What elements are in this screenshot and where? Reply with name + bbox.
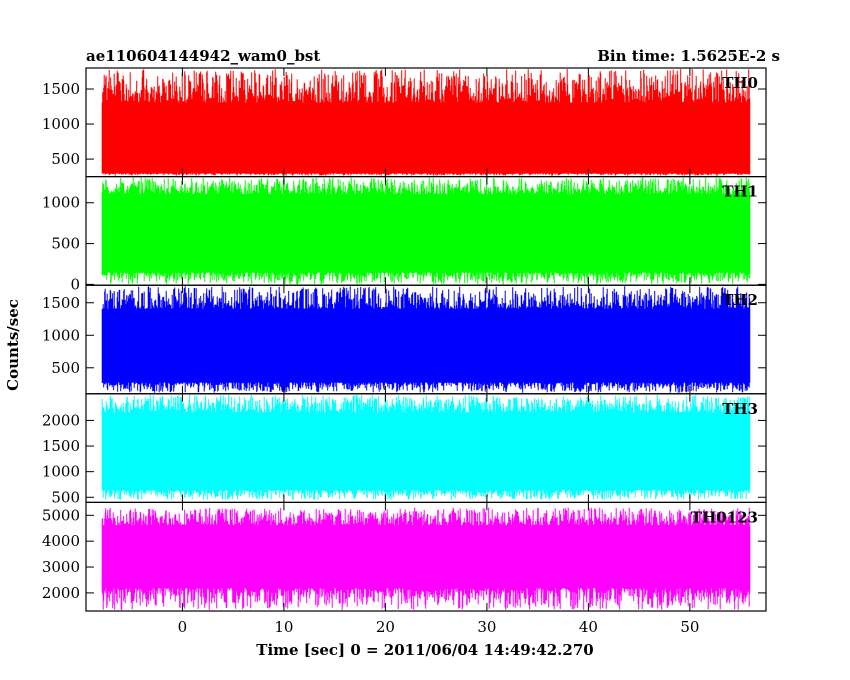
y-tick-label: 500 [51,359,80,377]
y-tick-label: 1000 [42,326,80,344]
panel-label-th2: TH2 [722,291,758,309]
y-tick-label: 5000 [42,506,80,524]
y-axis-label: Counts/sec [4,299,22,391]
y-tick-label: 4000 [42,532,80,550]
chart-title: ae110604144942_wam0_bst [86,47,320,65]
x-tick-label: 30 [477,618,496,636]
x-tick-label: 10 [274,618,293,636]
x-axis-label: Time [sec] 0 = 2011/06/04 14:49:42.270 [256,641,593,659]
y-tick-label: 1500 [42,294,80,312]
x-tick-label: 20 [376,618,395,636]
y-tick-label: 3000 [42,558,80,576]
y-tick-label: 1000 [42,115,80,133]
light-curve-th0123 [101,507,751,610]
y-tick-label: 2000 [42,411,80,429]
bin-time-label: Bin time: 1.5625E-2 s [597,47,780,65]
x-tick-label: 40 [579,618,598,636]
x-tick-label: 50 [680,618,699,636]
y-tick-label: 1000 [42,194,80,212]
light-curve-th0 [101,69,751,176]
panel-label-th3: TH3 [722,400,758,418]
y-tick-label: 500 [51,488,80,506]
y-tick-label: 500 [51,150,80,168]
y-tick-label: 500 [51,235,80,253]
y-tick-label: 1000 [42,463,80,481]
panel-label-th0: TH0 [722,74,758,92]
panel-label-th0123: TH0123 [691,508,758,526]
y-tick-label: 1500 [42,80,80,98]
light-curve-th1 [101,177,751,285]
panel-label-th1: TH1 [722,183,758,201]
x-tick-label: 0 [178,618,188,636]
y-tick-label: 0 [70,275,80,293]
panel-frame-th0123 [85,501,767,612]
light-curve-th2 [101,286,751,393]
y-tick-label: 1500 [42,437,80,455]
y-tick-label: 2000 [42,584,80,602]
light-curve-th3 [101,394,751,500]
